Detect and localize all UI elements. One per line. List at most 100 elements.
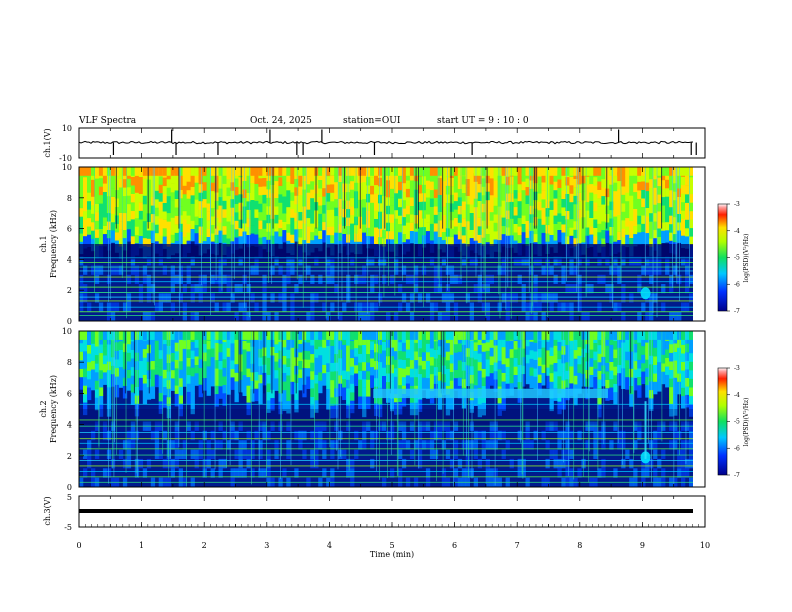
spectrogram-cell xyxy=(617,356,622,365)
spectrogram-cell xyxy=(521,293,526,303)
spectrogram-cell xyxy=(521,172,526,182)
spectrogram-cell xyxy=(605,354,610,363)
spectrogram-cell xyxy=(202,181,207,191)
spectrogram-cell xyxy=(178,360,183,370)
spectrogram-cell xyxy=(677,468,682,478)
spectrogram-cell xyxy=(557,230,562,243)
spectrogram-cell xyxy=(441,214,447,224)
spectrogram-cell xyxy=(441,189,447,199)
spectrogram-cell xyxy=(529,358,534,368)
spectrogram-cell xyxy=(298,331,303,340)
spectrogram-cell xyxy=(457,458,463,469)
spectrogram-cell xyxy=(669,223,674,233)
spectrogram-cell xyxy=(378,194,383,204)
spectrogram-cell xyxy=(605,205,610,214)
spectrogram-cell xyxy=(218,274,223,284)
spectrogram-cell xyxy=(645,182,650,192)
spectrogram-cell xyxy=(142,331,148,340)
spectrogram-cell xyxy=(122,187,128,197)
figure-title: VLF Spectra xyxy=(78,116,137,126)
spectrogram-cell xyxy=(677,230,682,243)
spectrogram-cell xyxy=(653,212,658,222)
spectrogram-cell xyxy=(258,167,263,176)
spectrogram-cell xyxy=(409,342,415,352)
spectrogram-cell xyxy=(118,265,124,275)
spectrogram-cell xyxy=(246,351,251,360)
spectrogram-cell xyxy=(79,199,84,209)
spectrogram-cell xyxy=(645,173,650,183)
spectrogram-cell xyxy=(685,265,690,275)
x-tick-label: 4 xyxy=(327,541,332,550)
spectrogram-cell xyxy=(677,188,682,197)
spectrogram-cell xyxy=(206,449,211,459)
spectrogram-cell xyxy=(513,181,518,191)
spectrogram-cell xyxy=(489,211,494,221)
spectrogram-cell xyxy=(342,225,347,235)
spectrogram-cell xyxy=(206,167,211,176)
spectrogram-cell xyxy=(130,331,136,340)
spectrogram-cell xyxy=(685,440,690,450)
spectrogram-cell xyxy=(246,402,251,416)
spectrogram-cell xyxy=(194,356,199,365)
spectrogram-cell xyxy=(509,167,514,176)
spectrogram-cell xyxy=(102,331,108,340)
spectrogram-cell xyxy=(593,227,598,237)
spectrogram-cell xyxy=(581,183,586,192)
spectrogram-cell xyxy=(525,337,530,347)
spectrogram-cell xyxy=(493,214,498,223)
spectrogram-cell xyxy=(569,167,574,176)
spectrogram-cell xyxy=(222,393,227,406)
spectrogram-cell xyxy=(83,376,88,386)
spectrogram-cell xyxy=(497,394,502,404)
spectrogram-cell xyxy=(401,376,407,386)
spectrogram-cell xyxy=(465,293,470,303)
spectrogram-cell xyxy=(114,223,120,233)
spectrogram-cell xyxy=(210,356,215,366)
spectrogram-cell xyxy=(433,331,439,340)
spectrogram-cell xyxy=(629,458,634,469)
spectrogram-cell xyxy=(142,229,148,239)
spectrogram-cell xyxy=(198,350,203,360)
spectrogram-cell xyxy=(222,359,227,368)
spectrogram-cell xyxy=(557,376,562,385)
spectrogram-cell xyxy=(306,350,311,360)
spectrogram-cell xyxy=(286,173,291,182)
spectrogram-cell xyxy=(537,167,542,176)
spectrogram-cell xyxy=(689,430,694,441)
spectrogram-cell xyxy=(481,331,486,340)
spectrogram-cell xyxy=(254,256,259,266)
spectrogram-cell xyxy=(669,378,674,388)
spectrogram-cell xyxy=(79,224,84,234)
spectrogram-cell xyxy=(665,357,670,367)
spectrogram-cell xyxy=(398,189,403,199)
spectrogram-cell xyxy=(234,338,239,348)
spectrogram-cell xyxy=(218,352,223,361)
spectrogram-cell xyxy=(258,228,263,238)
spectrogram-cell xyxy=(314,340,319,350)
spectrogram-cell xyxy=(318,179,323,189)
spectrogram-cell xyxy=(290,217,295,227)
spectrogram-cell xyxy=(645,256,650,266)
spectrogram-cell xyxy=(134,403,140,417)
spectrogram-cell xyxy=(206,211,211,221)
spectrogram-cell xyxy=(334,284,339,294)
spectrogram-cell xyxy=(398,215,403,225)
spectrogram-cell xyxy=(87,344,92,354)
spectrogram-cell xyxy=(250,449,255,459)
spectrogram-cell xyxy=(533,174,538,184)
spectrogram-cell xyxy=(689,185,694,195)
spectrogram-cell xyxy=(549,381,554,391)
spectrogram-cell xyxy=(673,233,678,243)
spectrogram-cell xyxy=(150,311,156,321)
spectrogram-cell xyxy=(326,388,331,398)
ch2-ytick-label: 6 xyxy=(67,389,72,398)
spectrogram-cell xyxy=(362,387,367,397)
spectrogram-cell xyxy=(326,235,331,248)
spectrogram-cell xyxy=(597,232,602,241)
spectrogram-cell xyxy=(186,383,191,393)
spectrogram-cell xyxy=(162,177,167,187)
spectrogram-cell xyxy=(358,353,363,363)
ch1-ytick-label: 2 xyxy=(67,286,72,295)
spectrogram-cell xyxy=(286,232,291,242)
spectrogram-cell xyxy=(609,378,614,388)
